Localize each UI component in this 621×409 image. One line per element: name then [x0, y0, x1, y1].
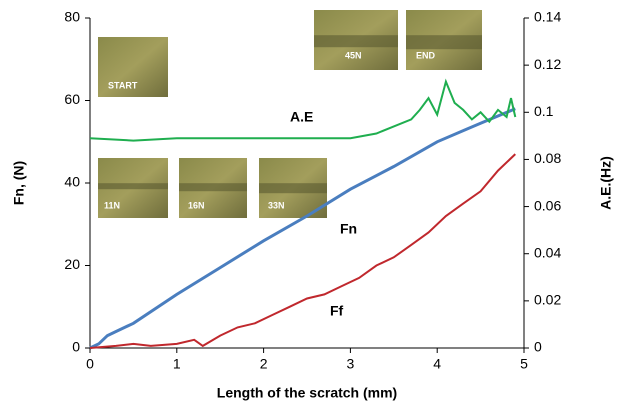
y-axis-label: Fn, (N) — [11, 161, 27, 205]
y2-tick-label: 0.14 — [534, 9, 561, 25]
series-label: Ff — [330, 303, 344, 319]
x-tick-label: 4 — [433, 356, 441, 372]
y-tick-label: 20 — [64, 256, 80, 272]
scratch-track — [98, 183, 168, 190]
micrograph-label: START — [108, 80, 138, 90]
x-tick-label: 1 — [173, 356, 181, 372]
micrograph-label: END — [416, 50, 436, 60]
y2-tick-label: 0.1 — [534, 103, 554, 119]
y2-tick-label: 0.06 — [534, 197, 561, 213]
micrograph-label: 33N — [268, 200, 285, 210]
y2-tick-label: 0.08 — [534, 150, 561, 166]
micrograph-label: 11N — [104, 200, 120, 210]
micrograph — [98, 37, 168, 97]
y2-axis-label: A.E.(Hz) — [598, 156, 614, 210]
y-tick-label: 40 — [64, 174, 80, 190]
scratch-track — [259, 183, 327, 194]
series-line — [89, 153, 516, 349]
x-tick-label: 5 — [520, 356, 528, 372]
y2-tick-label: 0.04 — [534, 244, 561, 260]
y-tick-label: 60 — [64, 91, 80, 107]
y2-tick-label: 0.12 — [534, 56, 561, 72]
scratch-track — [179, 183, 247, 192]
x-tick-label: 3 — [347, 356, 355, 372]
y2-tick-label: 0.02 — [534, 292, 561, 308]
y2-tick-label: 0 — [534, 339, 542, 355]
x-axis-label: Length of the scratch (mm) — [217, 385, 397, 401]
micrograph-label: 45N — [345, 50, 362, 60]
micrograph-label: 16N — [188, 200, 205, 210]
x-tick-label: 0 — [86, 356, 94, 372]
scratch-track — [314, 35, 398, 48]
scratch-track — [406, 35, 482, 50]
series-label: A.E — [290, 109, 313, 125]
x-tick-label: 2 — [260, 356, 268, 372]
series-label: Fn — [340, 221, 357, 237]
series-line — [89, 78, 517, 142]
y-tick-label: 80 — [64, 9, 80, 25]
series-line — [89, 107, 516, 350]
y-tick-label: 0 — [72, 339, 80, 355]
